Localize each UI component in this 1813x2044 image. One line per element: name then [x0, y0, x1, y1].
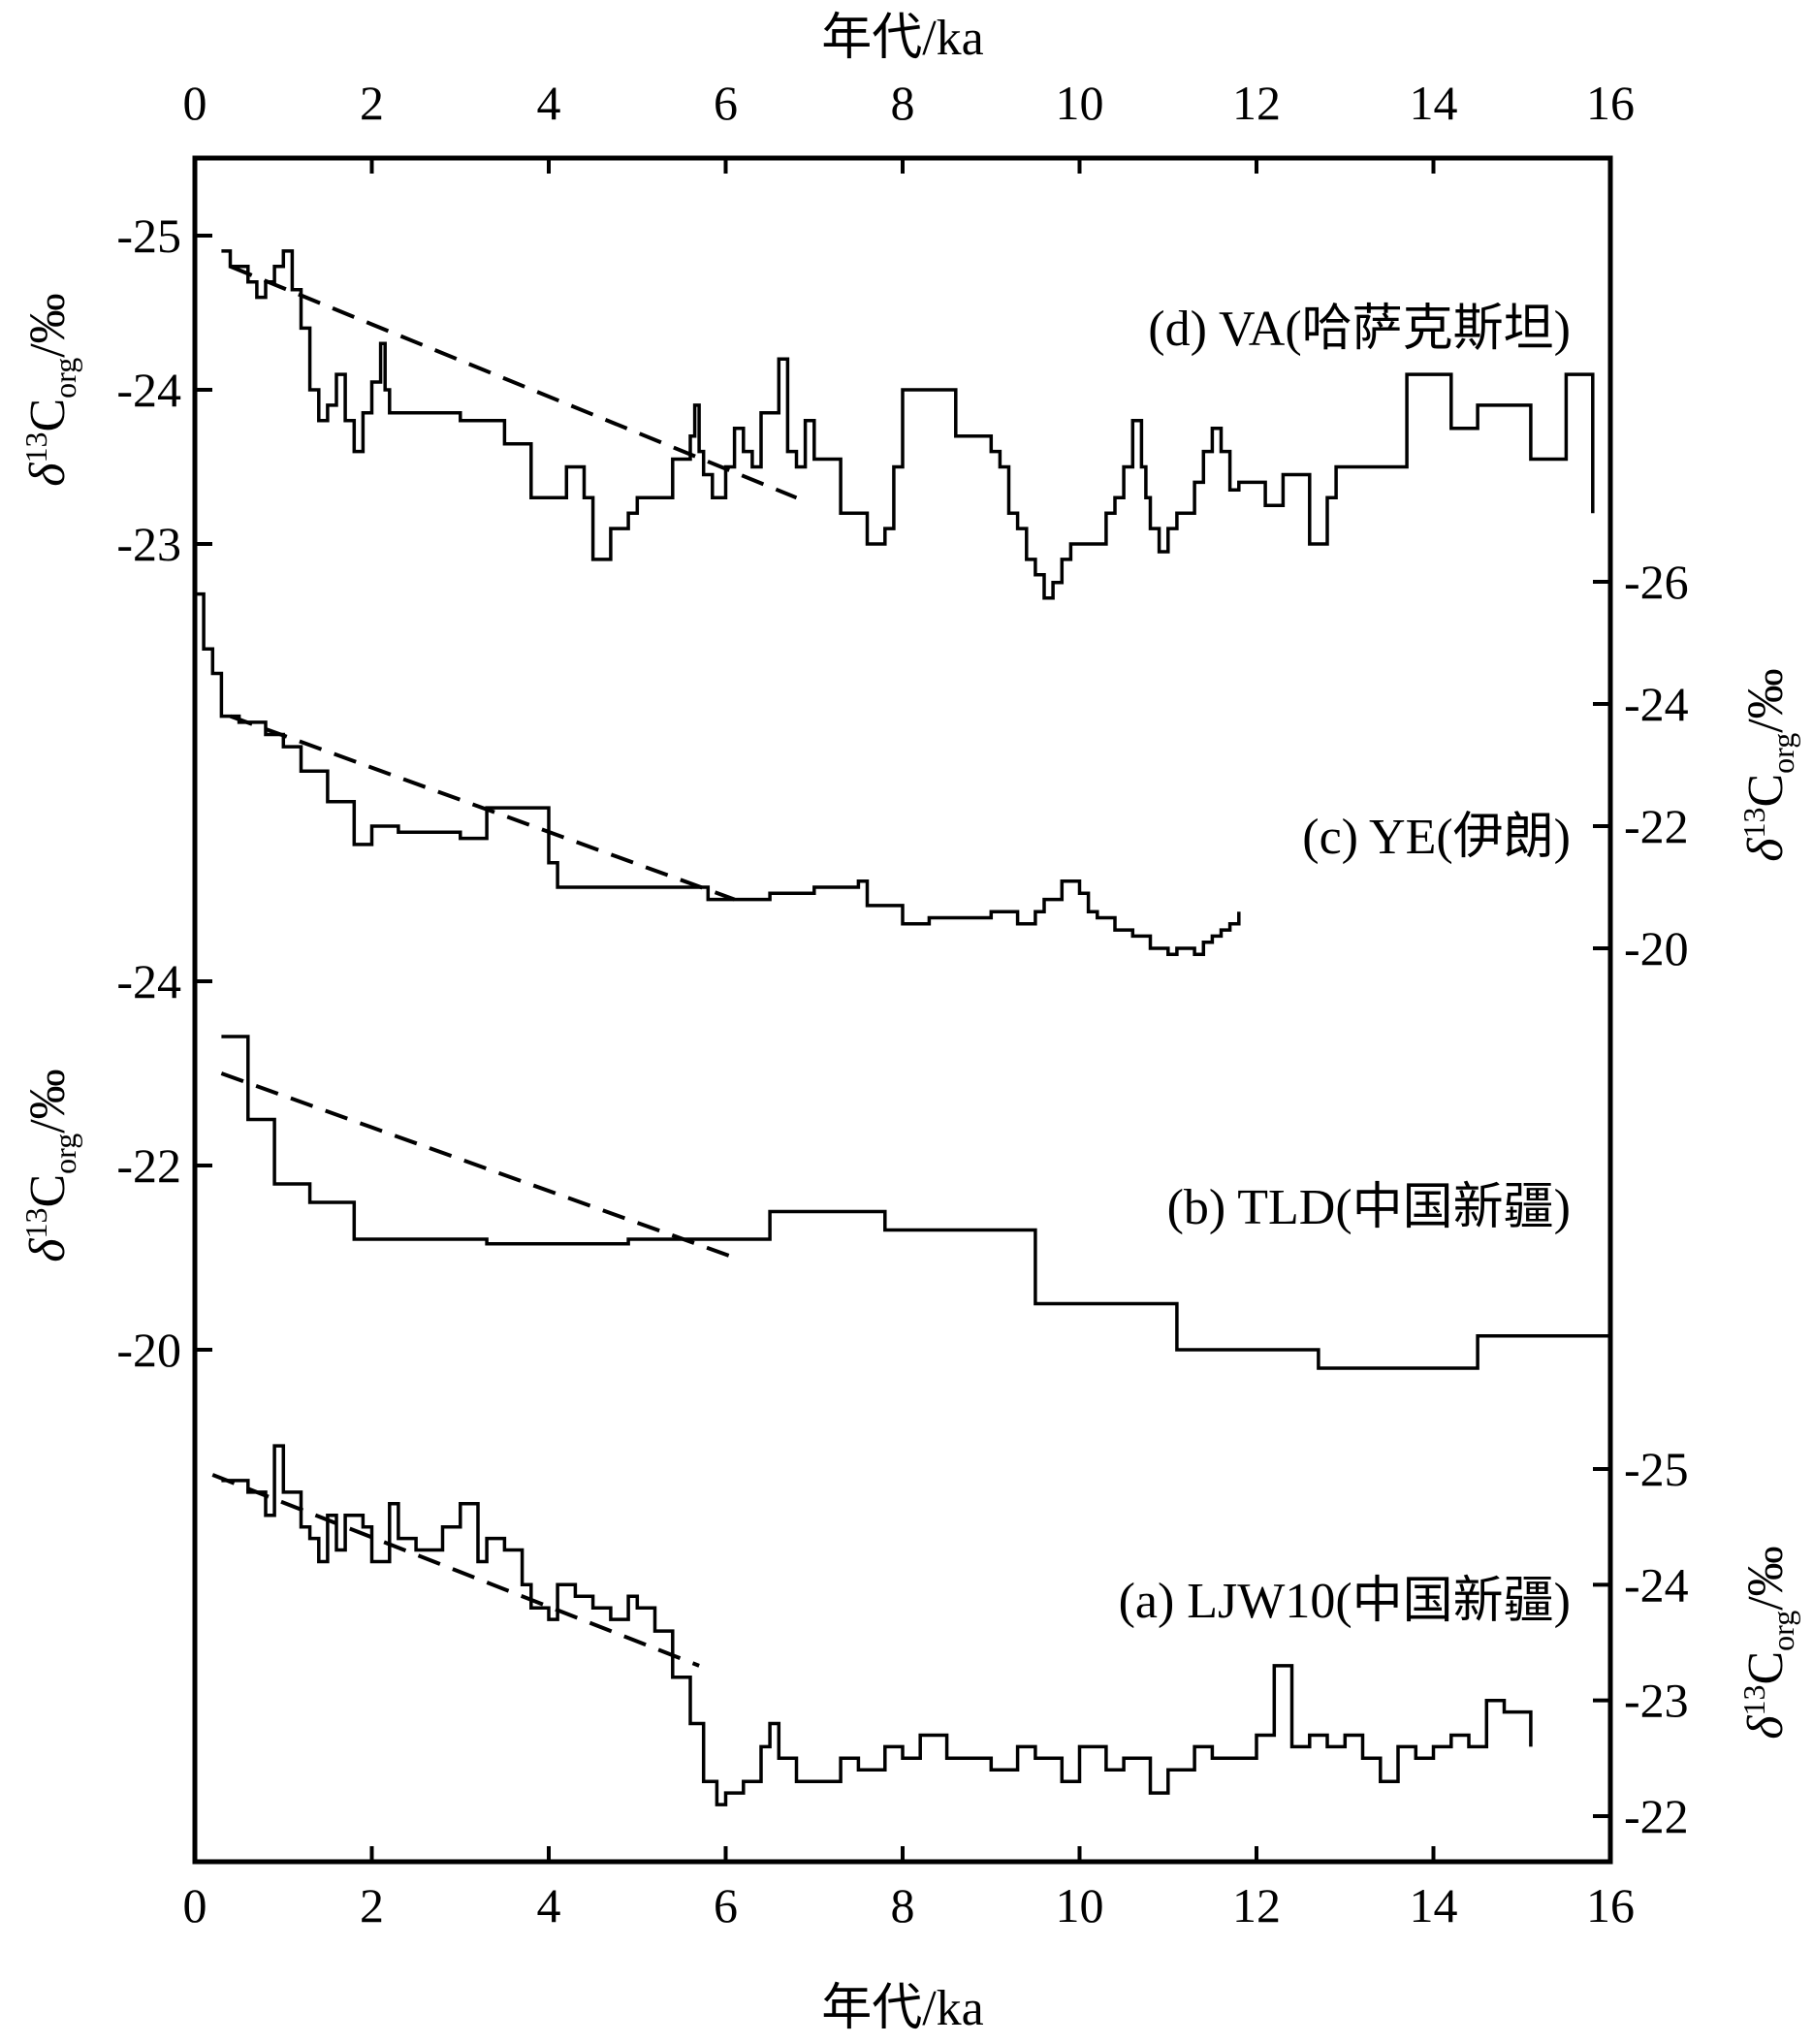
y-tick-label-d: -24 [116, 363, 181, 417]
trend-line-b [220, 1071, 736, 1260]
x-tick-label-bottom: 8 [891, 1878, 915, 1932]
trend-line-a [211, 1473, 700, 1668]
x-tick-label-bottom: 12 [1232, 1878, 1281, 1932]
series-line-c [195, 591, 1241, 957]
x-tick-label-bottom: 10 [1056, 1878, 1104, 1932]
x-tick-label-top: 4 [537, 76, 561, 130]
series-line-a [221, 1444, 1533, 1806]
series-label-a: (a) LJW10(中国新疆) [1119, 1574, 1571, 1629]
x-tick-label-top: 14 [1410, 76, 1458, 130]
series-line-b [221, 1035, 1610, 1370]
x-tick-label-top: 12 [1232, 76, 1281, 130]
x-tick-label-bottom: 2 [360, 1878, 384, 1932]
x-tick-label-bottom: 14 [1410, 1878, 1458, 1932]
x-tick-label-top: 10 [1056, 76, 1104, 130]
x-tick-label-bottom: 16 [1586, 1878, 1635, 1932]
y-tick-label-c: -24 [1624, 677, 1689, 731]
y-tick-label-a: -22 [1624, 1789, 1689, 1843]
x-tick-label-top: 16 [1586, 76, 1635, 130]
series-label-d: (d) VA(哈萨克斯坦) [1148, 302, 1571, 357]
series-label-b: (b) TLD(中国新疆) [1167, 1180, 1571, 1235]
trend-line-d [229, 264, 798, 500]
x-tick-label-top: 2 [360, 76, 384, 130]
y-tick-label-b: -20 [116, 1323, 181, 1377]
y-tick-label-d: -25 [116, 208, 181, 263]
y-tick-label-a: -23 [1624, 1674, 1689, 1728]
y-axis-title-a: δ13Corg/‰ [1736, 1546, 1800, 1739]
tick-labels: 0 0 2 2 4 4 6 6 8 8 10 10 12 12 14 14 16 16 -25 -24 -23 -26 -2… [116, 76, 1688, 1932]
y-tick-label-a: -24 [1624, 1557, 1689, 1612]
x-tick-label-bottom: 6 [714, 1878, 738, 1932]
axis-titles: 年代/ka 年代/ka δ13Corg/‰ δ13Corg/‰ δ13Corg/‰ δ13… [18, 11, 1800, 2036]
trend-lines [211, 264, 798, 1668]
x-tick-label-top: 8 [891, 76, 915, 130]
y-tick-label-a: -25 [1624, 1442, 1689, 1496]
series-label-c: (c) YE(伊朗) [1302, 810, 1571, 865]
y-tick-label-b: -22 [116, 1138, 181, 1193]
y-axis-title-b: δ13Corg/‰ [18, 1069, 82, 1262]
tick-marks [195, 158, 1610, 1862]
x-tick-label-top: 0 [183, 76, 207, 130]
x-tick-label-bottom: 0 [183, 1878, 207, 1932]
y-tick-label-c: -22 [1624, 799, 1689, 853]
y-axis-title-c: δ13Corg/‰ [1736, 668, 1800, 861]
series-lines [195, 249, 1610, 1806]
trend-line-c [229, 714, 736, 902]
y-axis-title-d: δ13Corg/‰ [18, 293, 82, 486]
y-tick-label-d: -23 [116, 517, 181, 571]
x-axis-title-bottom: 年代/ka [821, 1981, 984, 2036]
y-tick-label-c: -20 [1624, 921, 1689, 975]
x-tick-label-bottom: 4 [537, 1878, 561, 1932]
series-labels: (d) VA(哈萨克斯坦) (c) YE(伊朗) (b) TLD(中国新疆) (a) … [1119, 302, 1571, 1629]
x-axis-title-top: 年代/ka [821, 11, 984, 66]
series-line-d [221, 249, 1595, 600]
y-tick-label-c: -26 [1624, 555, 1689, 609]
y-tick-label-b: -24 [116, 954, 181, 1008]
x-tick-label-top: 6 [714, 76, 738, 130]
